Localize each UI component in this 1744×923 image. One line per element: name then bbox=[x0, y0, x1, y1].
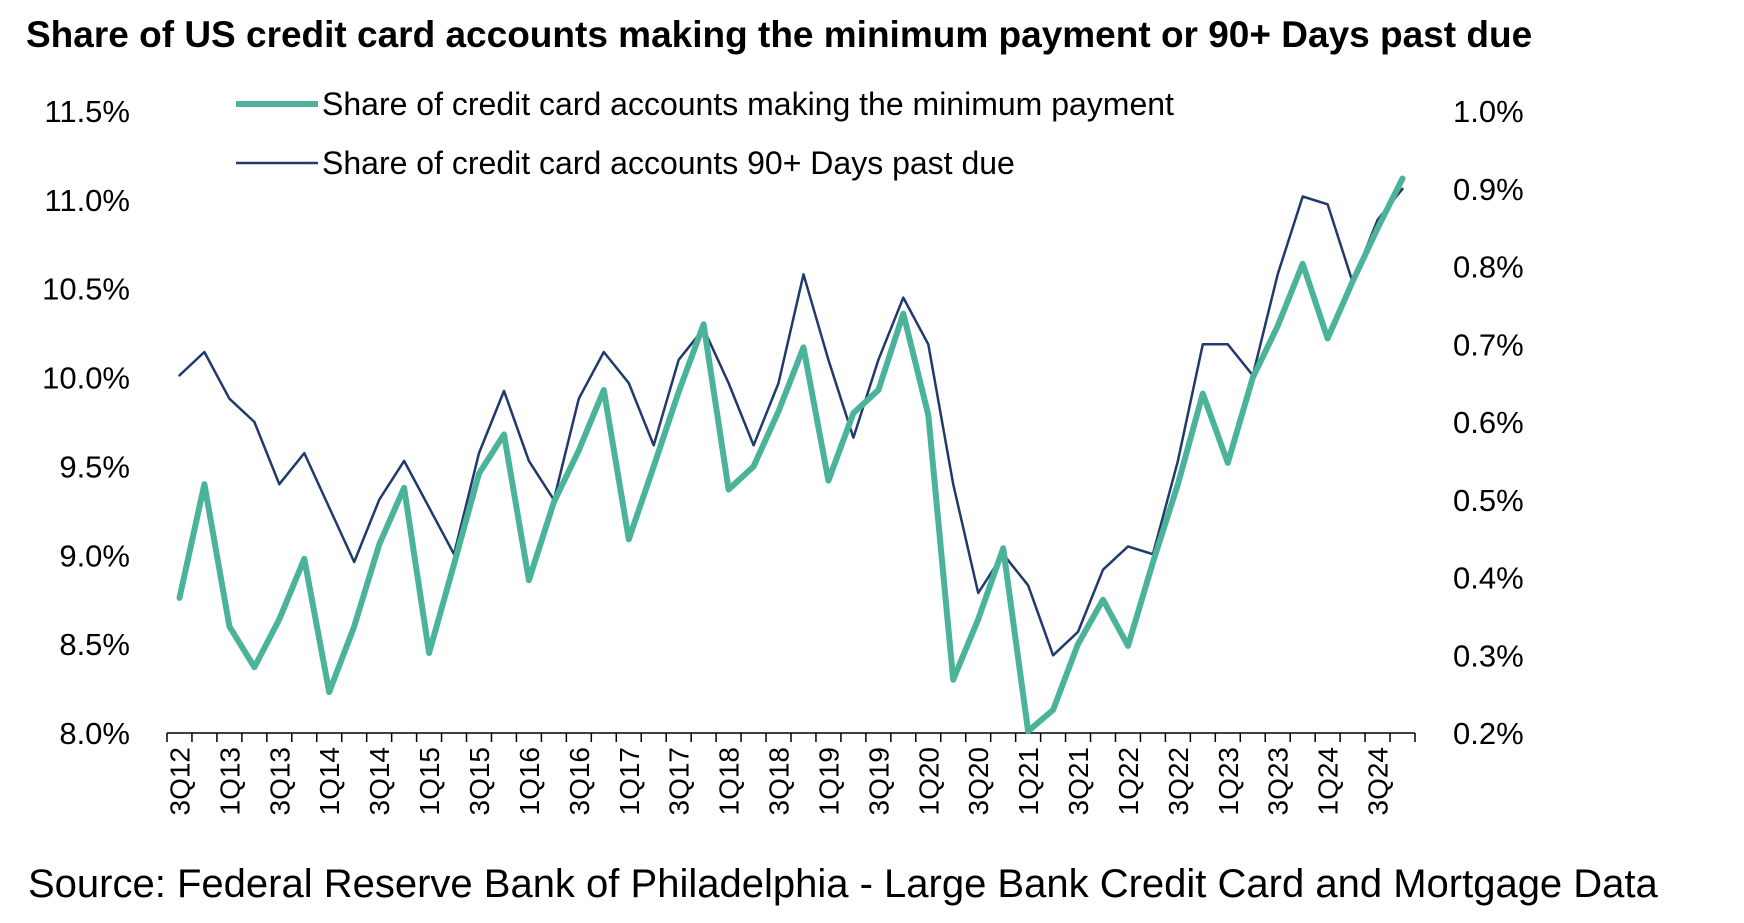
y-left-tick-label: 8.0% bbox=[59, 716, 130, 751]
x-tick-label: 3Q12 bbox=[164, 747, 195, 816]
x-tick-label: 3Q22 bbox=[1163, 747, 1194, 816]
y-right-tick-label: 0.9% bbox=[1453, 172, 1524, 207]
y-left-tick-label: 11.0% bbox=[44, 183, 130, 218]
x-tick-label: 3Q20 bbox=[963, 747, 994, 816]
x-tick-label: 1Q21 bbox=[1013, 747, 1044, 816]
x-tick-label: 1Q23 bbox=[1213, 747, 1244, 816]
x-tick-label: 3Q15 bbox=[464, 747, 495, 816]
x-tick-label: 3Q19 bbox=[863, 747, 894, 816]
x-tick-label: 1Q17 bbox=[614, 747, 645, 816]
y-right-tick-label: 0.2% bbox=[1453, 716, 1524, 751]
series-layer bbox=[176, 175, 1406, 735]
y-right-tick-label: 0.8% bbox=[1453, 250, 1524, 285]
y-right-tick-label: 0.6% bbox=[1453, 405, 1524, 440]
legend: Share of credit card accounts making the… bbox=[236, 86, 1174, 181]
y-right-tick-label: 0.3% bbox=[1453, 638, 1524, 673]
series-line-min-payment bbox=[176, 175, 1406, 735]
x-tick-label: 1Q24 bbox=[1313, 747, 1344, 816]
chart-title: Share of US credit card accounts making … bbox=[26, 14, 1533, 55]
x-tick-label: 1Q19 bbox=[813, 747, 844, 816]
x-tick-label: 3Q13 bbox=[264, 747, 295, 816]
x-tick-label: 1Q15 bbox=[414, 747, 445, 816]
x-tick-label: 3Q23 bbox=[1263, 747, 1294, 816]
x-tick-label: 1Q16 bbox=[514, 747, 545, 816]
x-tick-label: 1Q13 bbox=[214, 747, 245, 816]
x-tick-label: 3Q21 bbox=[1063, 747, 1094, 816]
y-left-tick-label: 10.5% bbox=[42, 272, 130, 307]
x-tick-label: 1Q20 bbox=[913, 747, 944, 816]
x-tick-label: 1Q22 bbox=[1113, 747, 1144, 816]
y-right-tick-label: 0.7% bbox=[1453, 327, 1524, 362]
x-tick-label: 3Q24 bbox=[1363, 747, 1394, 816]
y-left-tick-label: 8.5% bbox=[59, 627, 130, 662]
y-left-tick-label: 11.5% bbox=[44, 94, 130, 129]
y-right-tick-label: 0.4% bbox=[1453, 561, 1524, 596]
y-left-tick-label: 9.0% bbox=[59, 538, 130, 573]
series-line-past-due bbox=[178, 187, 1404, 657]
x-tick-label: 1Q14 bbox=[314, 747, 345, 816]
axes: 3Q12 1Q13 3Q13 1Q14 3Q14 1Q15 3Q15 1Q16 3Q16 1Q17… bbox=[42, 94, 1524, 816]
y-right-tick-label: 0.5% bbox=[1453, 483, 1524, 518]
x-tick-label: 3Q16 bbox=[564, 747, 595, 816]
legend-label: Share of credit card accounts 90+ Days p… bbox=[322, 145, 1015, 181]
x-tick-label: 3Q17 bbox=[664, 747, 695, 816]
legend-label: Share of credit card accounts making the… bbox=[322, 86, 1174, 122]
y-left-tick-label: 9.5% bbox=[59, 449, 130, 484]
x-tick-label: 3Q18 bbox=[764, 747, 795, 816]
source-note: Source: Federal Reserve Bank of Philadel… bbox=[28, 862, 1658, 906]
y-left-tick-label: 10.0% bbox=[42, 361, 130, 396]
x-tick-label: 3Q14 bbox=[364, 747, 395, 816]
x-tick-label: 1Q18 bbox=[714, 747, 745, 816]
y-right-tick-label: 1.0% bbox=[1453, 94, 1524, 129]
